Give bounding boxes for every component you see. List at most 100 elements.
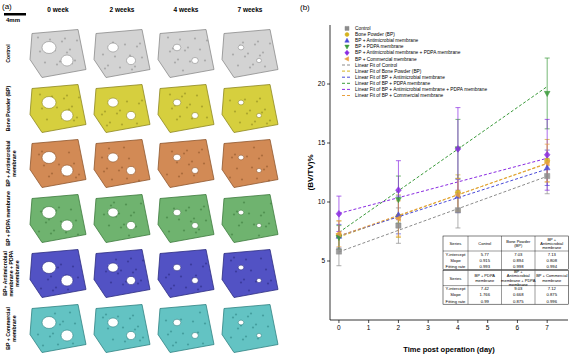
data-point	[455, 208, 460, 213]
legend-line	[342, 71, 352, 72]
table-rule	[501, 271, 502, 305]
label: Linear Fit of BP + Antimicrobial membran…	[355, 87, 487, 92]
x-tick	[428, 320, 429, 323]
texture	[199, 311, 201, 313]
text-line: Control	[5, 44, 11, 63]
bone-surface	[30, 305, 86, 353]
table-rule	[468, 271, 469, 305]
label: Control	[355, 26, 370, 31]
texture	[136, 45, 138, 47]
label: 5	[321, 257, 325, 264]
texture	[262, 51, 264, 53]
error-cap	[545, 193, 550, 194]
texture	[253, 146, 255, 148]
texture	[252, 326, 254, 328]
texture	[181, 95, 183, 97]
defect	[257, 168, 262, 172]
texture	[202, 265, 204, 267]
texture	[65, 231, 67, 233]
error-cap	[336, 246, 341, 247]
texture	[75, 176, 77, 178]
plot-area	[336, 58, 550, 266]
data-point	[545, 173, 550, 178]
texture	[195, 274, 197, 276]
wrapped-label: BP + Commercialmembrane	[536, 273, 567, 282]
texture	[254, 120, 256, 122]
texture	[243, 201, 245, 203]
defect	[127, 166, 136, 174]
error-cap	[336, 265, 341, 266]
texture	[134, 328, 136, 330]
texture	[234, 153, 236, 155]
texture	[248, 289, 250, 291]
texture	[42, 344, 44, 346]
bone-surface	[158, 305, 214, 353]
texture	[251, 123, 253, 125]
texture	[108, 147, 110, 149]
texture	[229, 99, 231, 101]
texture	[266, 165, 268, 167]
rendering	[158, 140, 214, 188]
bone-surface	[158, 195, 214, 243]
data-point	[336, 249, 341, 254]
label: 20	[318, 80, 326, 87]
texture	[108, 224, 110, 226]
defect	[173, 264, 181, 271]
defect	[127, 111, 136, 119]
fit-line	[339, 163, 547, 237]
texture	[190, 220, 192, 222]
texture	[58, 206, 60, 208]
texture	[252, 63, 254, 65]
bone-surface	[158, 30, 214, 78]
fit-line	[339, 158, 547, 213]
texture	[186, 106, 188, 108]
texture	[262, 314, 264, 316]
texture	[250, 269, 252, 271]
texture	[106, 124, 108, 126]
bone-surface	[30, 250, 86, 298]
texture	[64, 37, 66, 39]
texture	[141, 56, 143, 58]
texture	[58, 163, 60, 165]
x-tick	[368, 320, 369, 323]
label: 0.915	[480, 258, 491, 263]
legend-line	[342, 89, 352, 90]
texture	[178, 175, 180, 177]
texture	[52, 332, 54, 334]
texture	[49, 335, 51, 337]
texture	[102, 53, 104, 55]
text-line: membrane	[475, 278, 495, 283]
data-point	[395, 216, 400, 222]
table-rule	[501, 236, 502, 270]
texture	[139, 42, 141, 44]
texture	[103, 170, 105, 172]
texture	[77, 276, 79, 278]
bone-surface	[158, 85, 214, 133]
texture	[115, 258, 117, 260]
texture	[230, 336, 232, 338]
x-tick	[487, 320, 488, 323]
texture	[256, 177, 258, 179]
texture	[39, 93, 41, 95]
table-rule	[468, 236, 469, 270]
texture	[265, 268, 267, 270]
texture	[129, 317, 131, 319]
x-axis	[330, 320, 568, 321]
texture	[200, 208, 202, 210]
texture	[122, 283, 124, 285]
legend: ControlBone Powder (BP)BP + Antimicrobia…	[342, 26, 487, 98]
defect	[108, 208, 119, 217]
text-line: membrane	[14, 260, 20, 286]
texture	[171, 107, 173, 109]
defect	[61, 330, 73, 341]
defect	[61, 220, 73, 231]
defect	[238, 100, 244, 105]
defect	[238, 265, 244, 270]
data-point	[396, 223, 401, 228]
defect	[108, 318, 119, 327]
texture	[189, 103, 191, 105]
texture	[232, 316, 234, 318]
defect	[257, 278, 262, 282]
texture	[134, 65, 136, 67]
texture	[184, 49, 186, 51]
